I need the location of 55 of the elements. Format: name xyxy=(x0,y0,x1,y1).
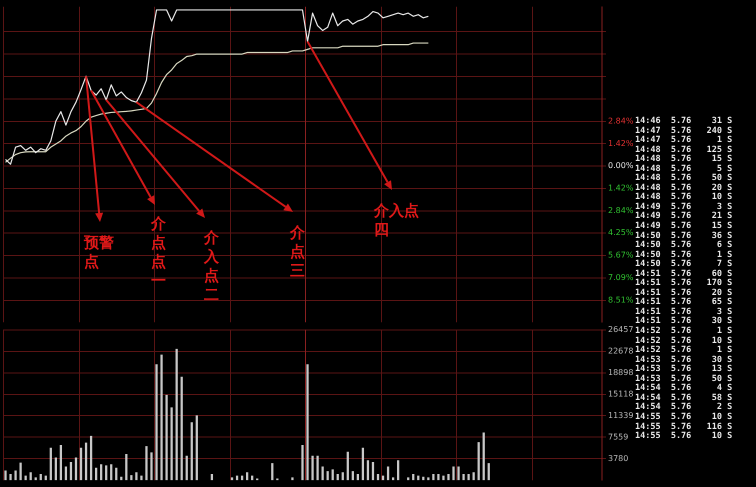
y-tick-label: 2.84% xyxy=(608,206,634,215)
text: 14:47 5.76 240 S xyxy=(634,126,734,136)
text: 14:50 5.76 6 S xyxy=(634,240,734,250)
text: 14:50 5.76 36 S xyxy=(634,230,734,241)
annotation: 介入点四 xyxy=(373,201,419,238)
text: 14:48 5.76 5 S xyxy=(634,164,734,174)
text: 14:51 5.76 30 S xyxy=(634,316,734,326)
text: 14:51 5.76 65 S xyxy=(634,297,734,308)
annotation: 介点点一 xyxy=(150,214,167,290)
annotation: 介入点二 xyxy=(203,228,220,304)
text: 14:49 5.76 15 S xyxy=(634,221,734,232)
text: 14:52 5.76 1 S xyxy=(634,326,734,336)
text: 14:48 5.76 20 S xyxy=(634,182,734,193)
text: 14:53 5.76 30 S xyxy=(634,354,734,365)
text: 14:50 5.76 1 S xyxy=(634,250,734,260)
text: 14:51 5.76 3 S xyxy=(634,306,734,317)
annotation: 介点三 xyxy=(289,223,306,280)
text: 14:46 5.76 31 S xyxy=(634,116,734,126)
text: 14:48 5.76 10 S xyxy=(634,192,734,202)
text: 14:53 5.76 50 S xyxy=(634,374,734,384)
text: 14:51 5.76 170 S xyxy=(634,278,734,288)
y-tick-label: 22678 xyxy=(608,346,634,356)
y-tick-label: 5.67% xyxy=(608,250,634,260)
text: 14:53 5.76 13 S xyxy=(634,364,734,374)
y-tick-label: 15118 xyxy=(608,389,634,398)
text: 14:48 5.76 125 S xyxy=(634,144,734,155)
text: 14:52 5.76 10 S xyxy=(634,336,734,346)
y-tick-label: 3780 xyxy=(608,454,628,463)
text: 14:48 5.76 15 S xyxy=(634,154,734,164)
text: 14:52 5.76 1 S xyxy=(634,345,734,356)
text: 14:51 5.76 20 S xyxy=(634,288,734,298)
text: 14:55 5.76 10 S xyxy=(634,412,734,422)
y-tick-label: 2.84% xyxy=(608,116,634,126)
text: 14:49 5.76 21 S xyxy=(634,211,734,222)
text: 14:51 5.76 60 S xyxy=(634,268,734,279)
text: 14:54 5.76 2 S xyxy=(634,402,734,412)
text: 14:48 5.76 50 S xyxy=(634,173,734,184)
y-tick-label: 1.42% xyxy=(608,138,634,148)
text: 14:54 5.76 58 S xyxy=(634,392,734,403)
y-tick-label: 1.42% xyxy=(608,184,634,193)
text: 14:55 5.76 116 S xyxy=(634,422,734,432)
y-tick-label: 26457 xyxy=(608,324,634,334)
text: 14:55 5.76 10 S xyxy=(634,431,734,442)
y-tick-label: 18898 xyxy=(608,368,634,377)
text: 14:49 5.76 3 S xyxy=(634,202,734,212)
y-tick-label: 7.09% xyxy=(608,272,634,282)
y-tick-label: 0.00% xyxy=(608,161,634,170)
y-tick-label: 11339 xyxy=(608,410,634,420)
y-tick-label: 8.51% xyxy=(608,295,634,304)
text: 14:54 5.76 4 S xyxy=(634,383,734,394)
text: 14:50 5.76 7 S xyxy=(634,259,734,270)
text: 14:47 5.76 1 S xyxy=(634,135,734,146)
y-tick-label: 7559 xyxy=(608,432,628,442)
annotation: 预警点 xyxy=(83,233,114,270)
y-tick-label: 4.25% xyxy=(608,228,634,238)
